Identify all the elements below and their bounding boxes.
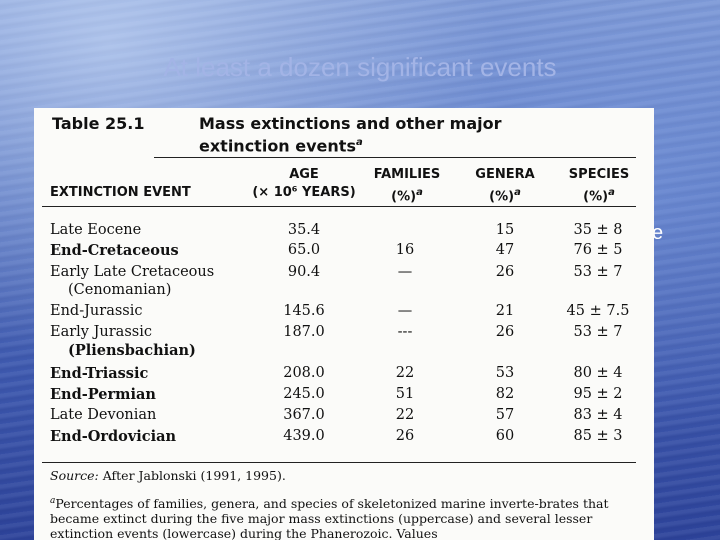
cell-genera: 82: [495, 386, 515, 402]
cell-families: ---: [397, 324, 413, 340]
cell-age: 35.4: [287, 222, 321, 238]
cell-event: Late Devonian: [50, 407, 157, 423]
column-header-genera: GENERA (%)a: [475, 167, 535, 205]
cell-genera: 15: [495, 222, 515, 238]
column-header-event: EXTINCTION EVENT: [50, 185, 191, 200]
cell-event: Early Late Cretaceous: [50, 264, 215, 280]
table-top-rule: [154, 157, 636, 158]
table-row: End-Jurassic 145.6 — 21 45 ± 7.5: [34, 303, 654, 323]
source-text: After Jablonski (1991, 1995).: [102, 468, 286, 483]
table-row: End-Permian 245.0 51 82 95 ± 2: [34, 386, 654, 406]
cell-families: 51: [395, 386, 415, 402]
table-header-rule: [42, 206, 636, 207]
table-bottom-rule: [42, 462, 636, 463]
column-header-families: FAMILIES (%)a: [373, 167, 441, 205]
cell-species: 45 ± 7.5: [566, 303, 630, 319]
cell-event: End-Ordovician: [50, 428, 177, 445]
cell-age: 208.0: [283, 365, 325, 381]
table-caption: Mass extinctions and other major extinct…: [199, 114, 619, 155]
cell-age: 145.6: [283, 303, 325, 319]
caption-footnote-mark: a: [355, 137, 363, 148]
table-row: Late Devonian 367.0 22 57 83 ± 4: [34, 407, 654, 427]
cell-families: 26: [395, 428, 415, 444]
table-row: End-Cretaceous 65.0 16 47 76 ± 5: [34, 242, 654, 262]
cell-species: 53 ± 7: [573, 264, 623, 280]
source-label: Source:: [50, 468, 99, 483]
column-header-species: SPECIES (%)a: [568, 167, 630, 205]
cell-genera: 60: [495, 428, 515, 444]
body-text-fragment: e: [652, 222, 664, 244]
cell-event: Late Eocene: [50, 222, 142, 238]
cell-species: 53 ± 7: [573, 324, 623, 340]
cell-species: 85 ± 3: [573, 428, 623, 444]
cell-event-subtitle: (Cenomanian): [68, 282, 172, 298]
cell-event: End-Triassic: [50, 365, 149, 382]
cell-species: 95 ± 2: [573, 386, 623, 402]
extinction-table-image: Table 25.1 Mass extinctions and other ma…: [34, 108, 654, 540]
cell-families: —: [397, 303, 413, 319]
table-row: End-Triassic 208.0 22 53 80 ± 4: [34, 365, 654, 385]
column-header-age: AGE (× 10⁶ YEARS): [252, 167, 356, 200]
cell-age: 245.0: [283, 386, 325, 402]
cell-event: End-Permian: [50, 386, 156, 403]
cell-age: 90.4: [287, 264, 321, 280]
cell-families: 22: [395, 365, 415, 381]
cell-species: 80 ± 4: [573, 365, 623, 381]
cell-age: 65.0: [287, 242, 321, 258]
cell-families: 22: [395, 407, 415, 423]
cell-genera: 21: [495, 303, 515, 319]
table-row: Early Late Cretaceous 90.4 — 26 53 ± 7: [34, 264, 654, 284]
cell-species: 35 ± 8: [573, 222, 623, 238]
footnote-mark: a: [50, 496, 56, 506]
cell-genera: 26: [495, 264, 515, 280]
cell-genera: 47: [495, 242, 515, 258]
table-row: End-Ordovician 439.0 26 60 85 ± 3: [34, 428, 654, 448]
cell-families: 16: [395, 242, 415, 258]
slide-title: At least a dozen significant events: [163, 52, 557, 82]
cell-event: End-Cretaceous: [50, 242, 179, 259]
table-footnote: aPercentages of families, genera, and sp…: [50, 494, 646, 540]
table-source: Source: After Jablonski (1991, 1995).: [50, 468, 286, 483]
cell-age: 187.0: [283, 324, 325, 340]
caption-line-2: extinction eventsa: [199, 136, 363, 156]
cell-event: End-Jurassic: [50, 303, 143, 319]
cell-species: 83 ± 4: [573, 407, 623, 423]
cell-genera: 26: [495, 324, 515, 340]
cell-event: Early Jurassic: [50, 324, 152, 340]
table-row: Early Jurassic 187.0 --- 26 53 ± 7: [34, 324, 654, 344]
caption-line-1: Mass extinctions and other major: [199, 114, 502, 133]
table-row: Late Eocene 35.4 15 35 ± 8: [34, 222, 654, 242]
cell-genera: 53: [495, 365, 515, 381]
table-number: Table 25.1: [52, 114, 145, 133]
cell-species: 76 ± 5: [573, 242, 623, 258]
cell-age: 367.0: [283, 407, 325, 423]
cell-families: —: [397, 264, 413, 280]
footnote-text: Percentages of families, genera, and spe…: [50, 496, 609, 540]
cell-age: 439.0: [283, 428, 325, 444]
cell-event-subtitle: (Pliensbachian): [68, 342, 196, 359]
cell-genera: 57: [495, 407, 515, 423]
